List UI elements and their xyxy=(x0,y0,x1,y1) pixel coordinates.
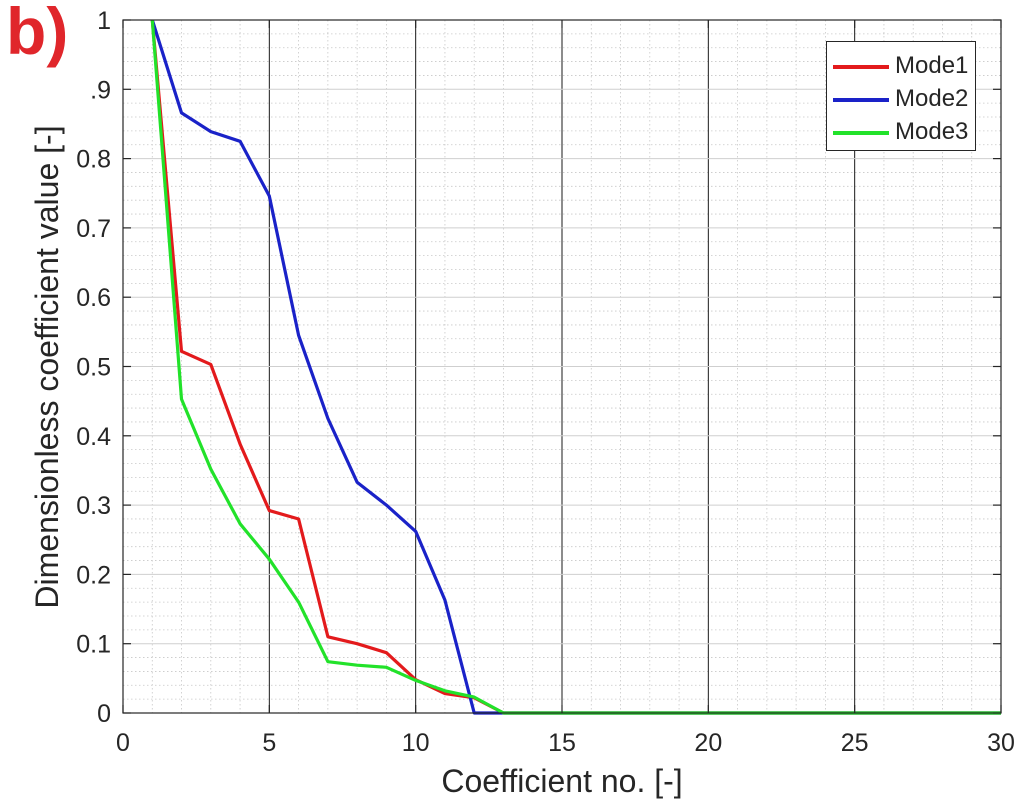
legend-swatch-mode2 xyxy=(833,98,889,102)
legend-swatch-mode3 xyxy=(833,131,889,135)
y-tick-label: 0.1 xyxy=(76,631,111,659)
y-tick-label: 0.8 xyxy=(76,146,111,174)
y-tick-label: 0.4 xyxy=(76,423,111,451)
legend-item-mode3: Mode3 xyxy=(833,116,975,150)
x-tick-label: 0 xyxy=(116,729,130,757)
y-axis-label: Dimensionless coefficient value [-] xyxy=(29,125,65,608)
legend: Mode1 Mode2 Mode3 xyxy=(826,41,976,151)
axes xyxy=(122,19,1002,714)
x-axis-label: Coefficient no. [-] xyxy=(441,763,682,799)
legend-label-mode2: Mode2 xyxy=(895,85,969,112)
x-tick-label: 15 xyxy=(548,729,576,757)
legend-label-mode1: Mode1 xyxy=(895,52,969,79)
legend-item-mode1: Mode1 xyxy=(833,50,975,84)
y-tick-label: 0 xyxy=(97,700,111,728)
panel-label: b) xyxy=(6,0,69,68)
x-tick-label: 30 xyxy=(987,729,1015,757)
x-tick-label: 25 xyxy=(841,729,869,757)
legend-label-mode3: Mode3 xyxy=(895,118,969,145)
y-tick-label: 0.3 xyxy=(76,492,111,520)
x-tick-label: 5 xyxy=(262,729,276,757)
y-tick-label: 0.7 xyxy=(76,215,111,243)
y-tick-label: 0.6 xyxy=(76,284,111,312)
y-tick-label: .9 xyxy=(90,76,111,104)
x-tick-label: 20 xyxy=(694,729,722,757)
legend-item-mode2: Mode2 xyxy=(833,83,975,117)
y-tick-label: 0.2 xyxy=(76,561,111,589)
legend-swatch-mode1 xyxy=(833,65,889,69)
x-tick-label: 10 xyxy=(402,729,430,757)
y-tick-label: 1 xyxy=(97,7,111,35)
tick-labels: 0 5 10 15 20 25 30 0 0.1 0.2 0.3 0.4 0.5 0.6 0.7 0.8 .9 1 xyxy=(76,7,1015,757)
y-tick-label: 0.5 xyxy=(76,354,111,382)
